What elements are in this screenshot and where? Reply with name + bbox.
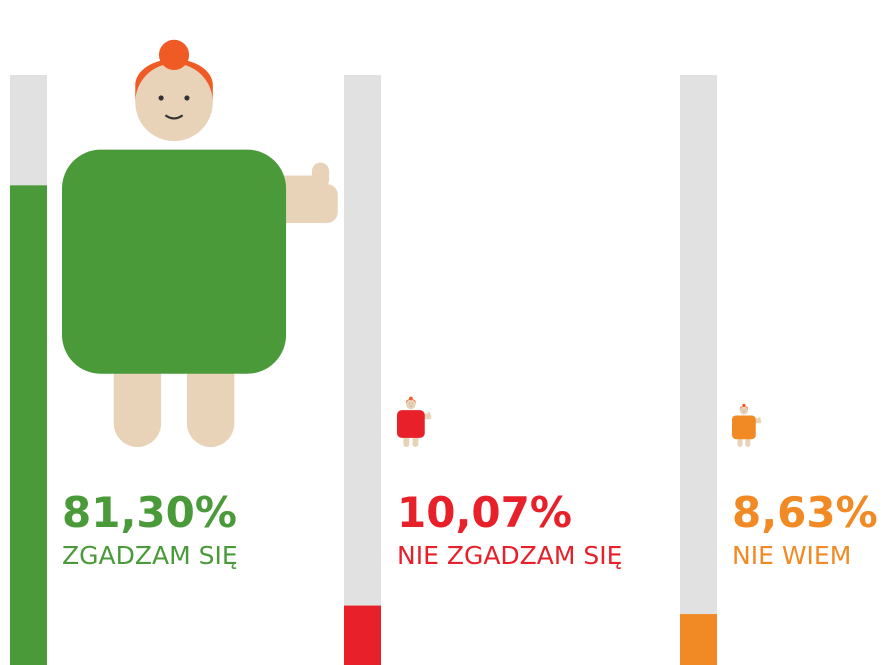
category-label: ZGADZAM SIĘ [62, 541, 238, 570]
head [406, 399, 416, 409]
bar-track [680, 75, 717, 665]
bar [344, 606, 381, 665]
value-label: 8,63% [732, 488, 878, 537]
value-label: 10,07% [397, 488, 572, 537]
bun [159, 40, 189, 70]
chart: 81,30% ZGADZAM SIĘ 10,07% NIE ZGADZAM SIĘ 8,… [0, 0, 883, 665]
fist [428, 414, 431, 419]
eye [742, 410, 743, 411]
eye [412, 403, 413, 404]
eye [184, 95, 189, 100]
body [732, 415, 756, 439]
body [397, 410, 425, 438]
figure [732, 404, 761, 447]
figure [62, 40, 338, 447]
value-label: 81,30% [62, 488, 237, 537]
category-label: NIE ZGADZAM SIĘ [397, 541, 622, 570]
body [62, 150, 286, 374]
eye [409, 403, 410, 404]
figure [397, 397, 431, 447]
bun [742, 404, 745, 407]
bar-track [344, 75, 381, 665]
category-label: NIE WIEM [732, 541, 851, 570]
head [135, 64, 213, 142]
fist [316, 184, 338, 223]
bun [409, 397, 413, 401]
eye [159, 95, 164, 100]
bar [10, 185, 47, 665]
head [740, 406, 748, 414]
fist [759, 419, 761, 423]
eye [745, 410, 746, 411]
bar [680, 614, 717, 665]
